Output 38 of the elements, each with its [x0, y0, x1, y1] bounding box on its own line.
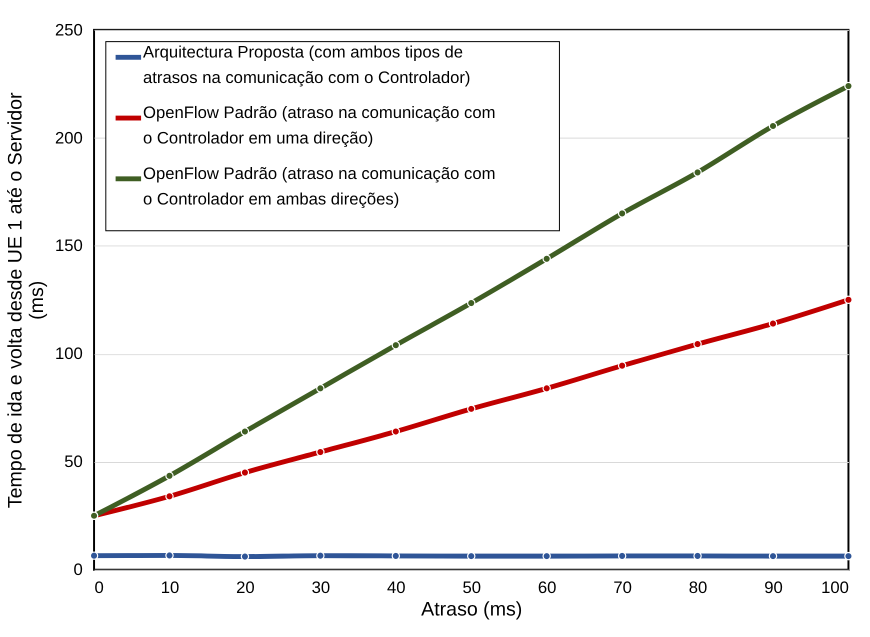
y-tick-label: 100 — [55, 344, 83, 364]
point — [542, 254, 551, 264]
point — [240, 427, 250, 436]
point — [467, 404, 476, 414]
x-tick-label: 0 — [94, 578, 104, 597]
x-tick-label: 50 — [462, 578, 481, 597]
point — [693, 340, 702, 348]
legend-label: OpenFlow Padrão (atraso na comunicação com o Controlador em uma direção) — [143, 103, 496, 148]
point — [542, 384, 551, 393]
point — [392, 340, 400, 350]
y-axis-title: Tempo de ida e volta desde UE 1 até o Servidor (ms) — [4, 92, 48, 508]
point — [618, 209, 626, 218]
point — [693, 168, 702, 177]
point — [165, 472, 174, 480]
x-tick-label: 70 — [613, 578, 632, 597]
x-tick-label: 20 — [236, 578, 255, 597]
y-tick-label: 50 — [64, 452, 83, 472]
y-tick-label: 250 — [55, 20, 83, 40]
x-tick-label: 60 — [538, 578, 556, 597]
x-tick-label: 100 — [821, 578, 849, 597]
x-tick-label: 90 — [764, 578, 783, 597]
x-tick-label: 30 — [312, 578, 330, 597]
point — [467, 298, 476, 308]
x-tick-label: 80 — [688, 578, 708, 597]
x-axis-title: Atraso (ms) — [421, 598, 522, 620]
y-tick-label: 150 — [55, 236, 83, 256]
point — [240, 468, 250, 477]
y-tick-label: 0 — [74, 560, 83, 580]
x-tick-label: 40 — [387, 578, 406, 597]
legend-label: OpenFlow Padrão (atraso na comunicação com o Controlador em ambas direções) — [143, 164, 496, 208]
point — [392, 427, 400, 436]
legend-label: Arquitectura Proposta (com ambos tipos de atrasos na comunicação com o Controlador) — [143, 42, 470, 87]
point — [768, 319, 778, 328]
point — [768, 122, 778, 130]
point — [316, 448, 325, 456]
point — [316, 384, 325, 393]
x-tick-label: 10 — [160, 578, 180, 597]
y-tick-label: 200 — [55, 128, 83, 148]
